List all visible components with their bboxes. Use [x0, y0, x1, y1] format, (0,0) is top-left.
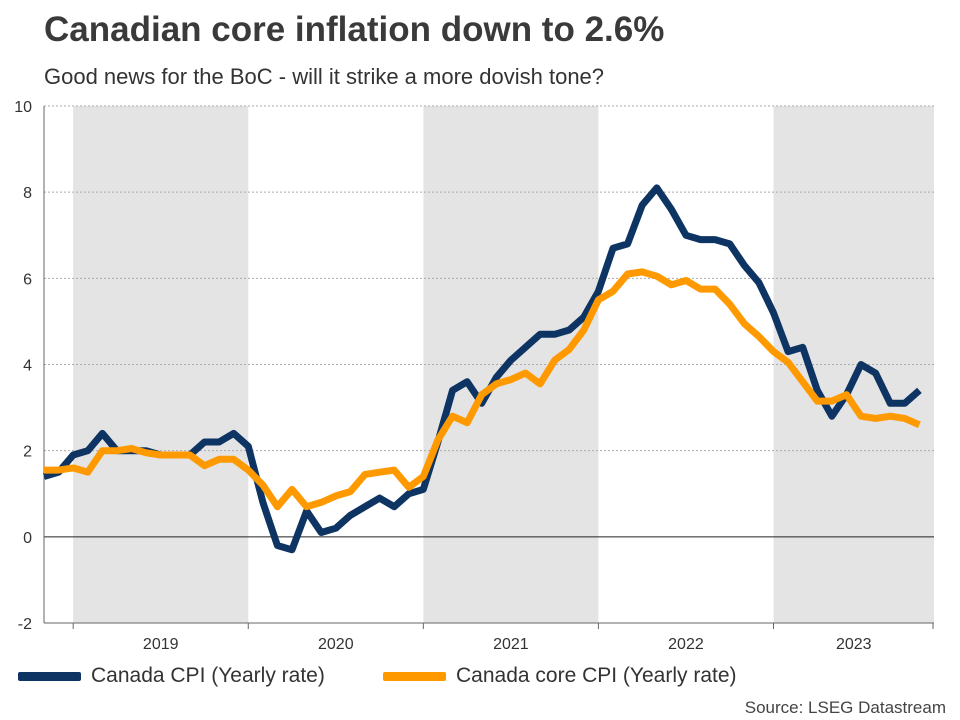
- x-tick-label: 2022: [668, 636, 704, 653]
- y-tick-label: -2: [18, 616, 32, 633]
- legend-label-core-cpi: Canada core CPI (Yearly rate): [456, 664, 737, 687]
- x-tick-label: 2020: [318, 636, 354, 653]
- source-note: Source: LSEG Datastream: [744, 698, 946, 717]
- y-tick-label: 0: [23, 530, 32, 547]
- y-tick-label: 6: [23, 271, 32, 288]
- chart-subtitle: Good news for the BoC - will it strike a…: [44, 64, 605, 89]
- legend-item-cpi: Canada CPI (Yearly rate): [18, 664, 325, 688]
- x-tick-label: 2021: [493, 636, 529, 653]
- y-tick-label: 4: [23, 358, 32, 375]
- legend-swatch-core-cpi: [383, 671, 446, 681]
- y-tick-label: 8: [23, 185, 32, 202]
- legend-label-cpi: Canada CPI (Yearly rate): [91, 664, 325, 687]
- x-tick-label: 2023: [836, 636, 872, 653]
- x-tick-label: 2019: [143, 636, 179, 653]
- legend-swatch-cpi: [18, 671, 81, 681]
- chart-title: Canadian core inflation down to 2.6%: [44, 10, 665, 49]
- series-line-core-cpi: [44, 268, 921, 511]
- y-tick-label: 10: [14, 99, 32, 116]
- legend-item-core-cpi: Canada core CPI (Yearly rate): [383, 664, 737, 688]
- y-tick-label: 2: [23, 444, 32, 461]
